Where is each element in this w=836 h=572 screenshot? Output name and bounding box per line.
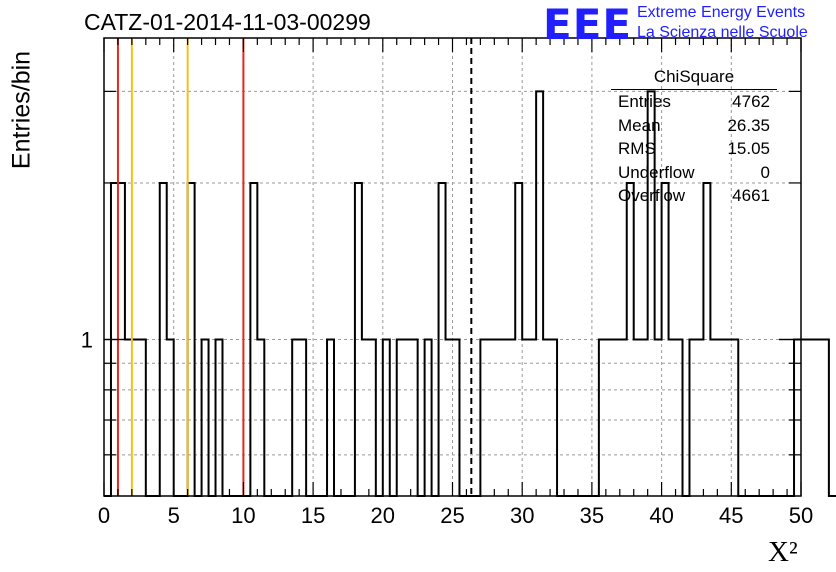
- stats-key: Underflow: [618, 162, 695, 182]
- stats-box-title: ChiSquare: [611, 67, 777, 90]
- org-name-line2: La Scienza nelle Scuole: [637, 24, 808, 41]
- chart-title: CATZ-01-2014-11-03-00299: [84, 9, 371, 35]
- x-tick-label: 5: [168, 503, 180, 528]
- x-tick-label: 50: [789, 503, 813, 528]
- stats-value: 4661: [732, 186, 770, 205]
- stats-row-rms: RMS 15.05: [611, 137, 777, 161]
- x-tick-label: 35: [580, 503, 604, 528]
- stats-key: Overflow: [618, 186, 686, 205]
- stats-value: 0: [760, 162, 770, 182]
- x-tick-label: 40: [649, 503, 673, 528]
- stats-key: RMS: [618, 139, 656, 158]
- stats-box: ChiSquare Entries 4762 Mean 26.35 RMS 15…: [611, 67, 777, 208]
- stats-value: 4762: [732, 92, 770, 111]
- x-tick-label: 0: [98, 503, 110, 528]
- stats-row-overflow: Overflow 4661: [611, 184, 777, 208]
- stats-key: Entries: [618, 92, 671, 111]
- x-tick-label: 15: [301, 503, 325, 528]
- x-tick-label: 45: [719, 503, 743, 528]
- x-tick-label: 20: [371, 503, 395, 528]
- x-tick-label: 10: [231, 503, 255, 528]
- stats-row-underflow: Underflow 0: [611, 161, 777, 185]
- y-tick-label: 1: [81, 327, 93, 352]
- org-name-line1: Extreme Energy Events: [637, 4, 806, 21]
- stats-key: Mean: [618, 115, 661, 135]
- eee-logo: EEE: [543, 0, 633, 49]
- y-axis-label: Entries/bin: [7, 50, 36, 170]
- x-tick-label: 30: [510, 503, 534, 528]
- stats-value: 26.35: [727, 115, 770, 135]
- x-axis-label: X²: [768, 536, 798, 568]
- stats-row-entries: Entries 4762: [611, 90, 777, 114]
- stats-row-mean: Mean 26.35: [611, 114, 777, 138]
- x-tick-label: 25: [440, 503, 464, 528]
- stats-value: 15.05: [727, 139, 770, 158]
